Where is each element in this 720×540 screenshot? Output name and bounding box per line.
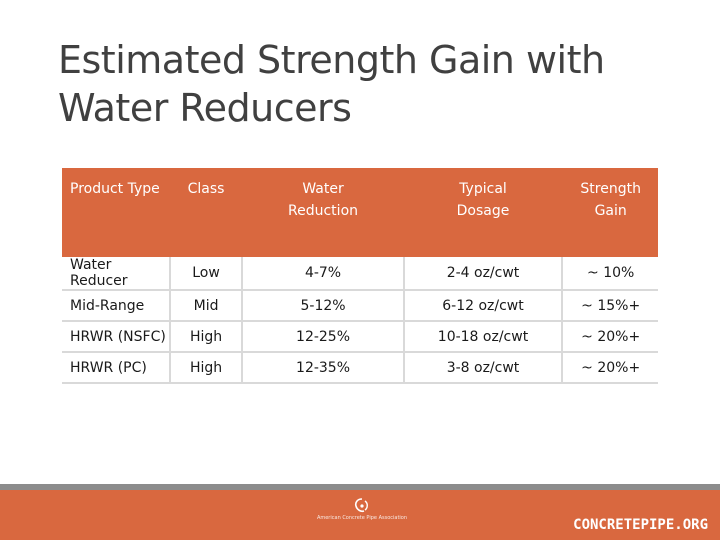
acpa-logo-icon [354,498,368,513]
footer-divider [0,484,720,490]
cell-strength-gain: ~ 20%+ [561,352,658,384]
cell-water-reduction: 12-25% [241,321,404,353]
header-class: Class [168,168,243,257]
cell-class: High [168,352,243,384]
header-product-type: Product Type [62,168,170,257]
table-row: HRWR (PC) High 12-35% 3-8 oz/cwt ~ 20%+ [62,352,658,384]
table-header-row: Product Type Class Water Reduction Typic… [62,168,658,257]
cell-typical-dosage: 10-18 oz/cwt [402,321,563,353]
cell-product-type: Water Reducer [62,257,170,291]
header-typical-dosage: Typical Dosage [402,168,563,257]
website-label: CONCRETEPIPE.ORG [573,517,708,533]
cell-typical-dosage: 6-12 oz/cwt [402,290,563,322]
table-row: HRWR (NSFC) High 12-25% 10-18 oz/cwt ~ 2… [62,321,658,353]
header-water-reduction: Water Reduction [241,168,404,257]
cell-water-reduction: 5-12% [241,290,404,322]
cell-product-type: HRWR (NSFC) [62,321,170,353]
acpa-logo-text: American Concrete Pipe Association [316,515,408,521]
header-strength-gain: Strength Gain [561,168,658,257]
cell-class: High [168,321,243,353]
cell-strength-gain: ~ 10% [561,257,658,291]
cell-typical-dosage: 2-4 oz/cwt [402,257,563,291]
cell-typical-dosage: 3-8 oz/cwt [402,352,563,384]
footer-bar: American Concrete Pipe Association CONCR… [0,490,720,540]
acpa-logo: American Concrete Pipe Association [312,498,412,532]
cell-class: Mid [168,290,243,322]
cell-water-reduction: 12-35% [241,352,404,384]
cell-product-type: Mid-Range [62,290,170,322]
cell-product-type: HRWR (PC) [62,352,170,384]
cell-strength-gain: ~ 20%+ [561,321,658,353]
table-row: Mid-Range Mid 5-12% 6-12 oz/cwt ~ 15%+ [62,290,658,322]
strength-gain-table: Product Type Class Water Reduction Typic… [62,168,658,384]
cell-water-reduction: 4-7% [241,257,404,291]
cell-class: Low [168,257,243,291]
table-row: Water Reducer Low 4-7% 2-4 oz/cwt ~ 10% [62,257,658,291]
slide-title: Estimated Strength Gain with Water Reduc… [58,38,605,130]
cell-strength-gain: ~ 15%+ [561,290,658,322]
